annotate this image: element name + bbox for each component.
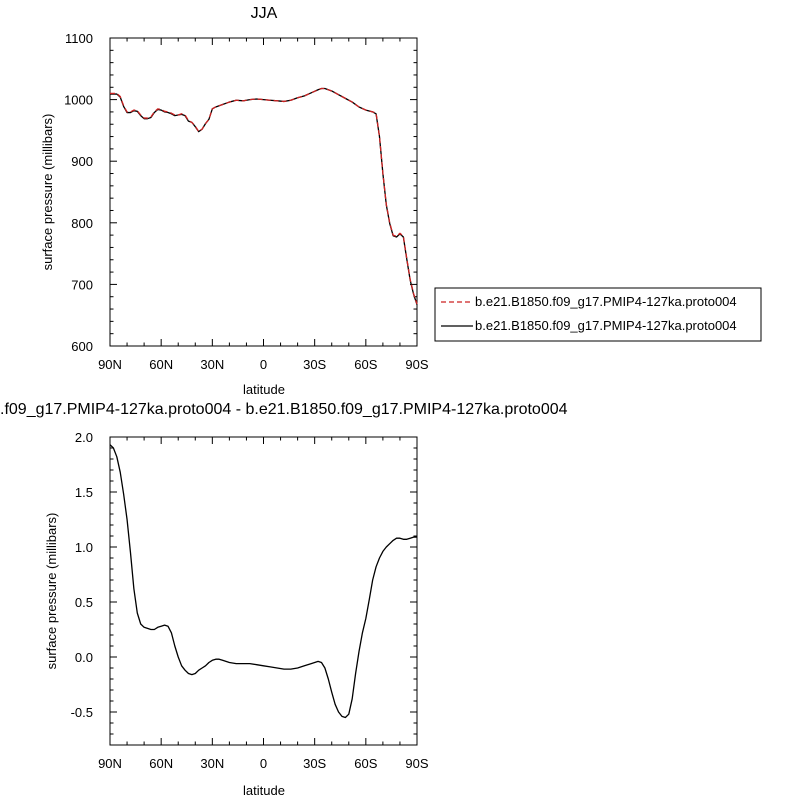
y-tick-label: 600 <box>71 339 93 354</box>
y-tick-label: 0.5 <box>75 595 93 610</box>
bottom-y-axis-label: surface pressure (millibars) <box>44 513 59 670</box>
y-tick-label: 1100 <box>65 31 93 46</box>
y-tick-label: 2.0 <box>75 430 93 445</box>
x-tick-label: 90S <box>405 756 428 771</box>
legend-entry-label: b.e21.B1850.f09_g17.PMIP4-127ka.proto004 <box>475 294 737 309</box>
x-tick-label: 60S <box>354 756 377 771</box>
series-line-0 <box>109 444 417 719</box>
legend: b.e21.B1850.f09_g17.PMIP4-127ka.proto004… <box>434 287 762 342</box>
bottom-chart-title: .f09_g17.PMIP4-127ka.proto004 - b.e21.B1… <box>0 401 568 418</box>
x-tick-label: 30S <box>303 756 326 771</box>
x-tick-label: 90S <box>405 357 428 372</box>
x-tick-label: 90N <box>98 756 122 771</box>
x-tick-label: 30N <box>200 756 224 771</box>
x-tick-label: 60S <box>354 357 377 372</box>
legend-entry-label: b.e21.B1850.f09_g17.PMIP4-127ka.proto004 <box>475 318 737 333</box>
y-tick-label: 0.0 <box>75 650 93 665</box>
y-tick-label: 900 <box>71 154 93 169</box>
y-tick-label: 700 <box>71 277 93 292</box>
x-tick-label: 60N <box>149 756 173 771</box>
x-tick-label: 0 <box>260 756 267 771</box>
y-tick-label: 1000 <box>64 93 93 108</box>
bottom-x-axis-label: latitude <box>243 783 285 798</box>
top-x-axis-label: latitude <box>243 382 285 397</box>
x-tick-label: 60N <box>149 357 173 372</box>
series-line-1 <box>110 87 418 305</box>
x-tick-label: 30N <box>200 357 224 372</box>
bottom-chart: .f09_g17.PMIP4-127ka.proto004 - b.e21.B1… <box>0 401 568 798</box>
top-plot-frame <box>109 37 418 347</box>
top-chart-title: JJA <box>251 5 278 22</box>
x-tick-label: 0 <box>260 357 267 372</box>
x-tick-label: 30S <box>303 357 326 372</box>
top-y-axis-label: surface pressure (millibars) <box>40 114 55 271</box>
y-tick-label: 1.5 <box>75 485 93 500</box>
x-tick-label: 90N <box>98 357 122 372</box>
y-tick-label: 1.0 <box>75 540 93 555</box>
top-chart: JJA 90N 60N 30N 0 30S 60S 90S 600 700 800 900 1000 1… <box>40 5 429 397</box>
y-tick-label: 800 <box>71 216 93 231</box>
series-line-0 <box>110 87 418 305</box>
legend-box <box>434 287 762 342</box>
y-tick-label: -0.5 <box>71 705 93 720</box>
